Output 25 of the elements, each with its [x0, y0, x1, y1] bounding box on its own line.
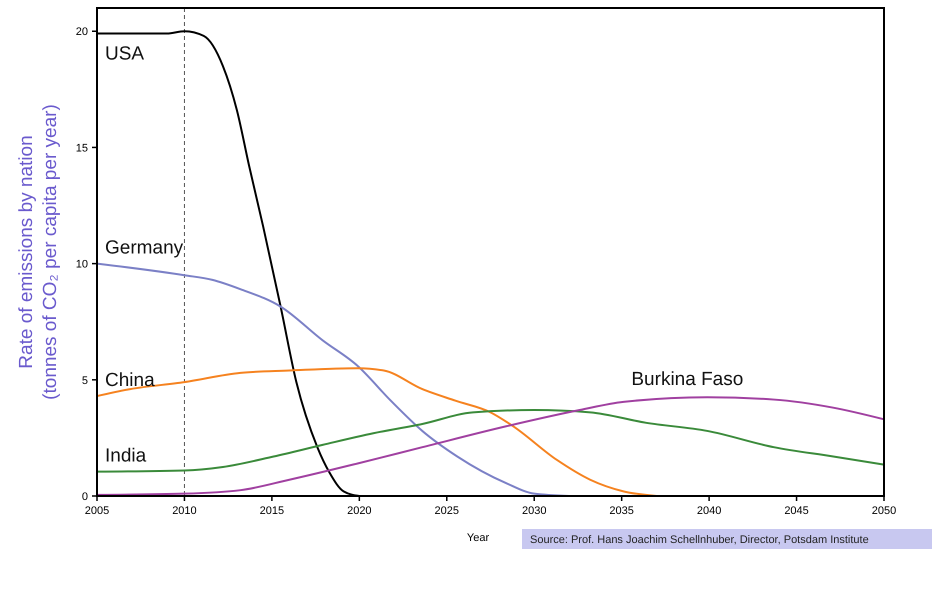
- x-tick-label: 2020: [347, 505, 372, 517]
- series-label: Burkina Faso: [631, 369, 744, 390]
- series-label: Germany: [105, 238, 184, 259]
- x-tick-label: 2040: [696, 505, 722, 517]
- x-tick-label: 2030: [522, 505, 546, 517]
- line-series: [96, 396, 885, 496]
- y-tick-label: 15: [76, 142, 88, 154]
- x-tick-label: 2025: [434, 505, 460, 517]
- x-tick-label: 2045: [784, 505, 809, 517]
- x-tick-label: 2035: [609, 505, 634, 517]
- x-tick-label: 2015: [260, 505, 284, 517]
- source-note: Source: Prof. Hans Joachim Schellnhuber, Director, Potsdam Institute: [530, 534, 869, 546]
- y-tick-label: 20: [76, 26, 88, 38]
- y-axis-title: Rate of emissions by nation (tonnes of CO₂ per capita per year): [16, 104, 61, 400]
- line-series: [96, 409, 885, 473]
- y-tick-label: 5: [82, 374, 88, 387]
- series-label: India: [105, 446, 147, 467]
- series-label: China: [105, 370, 156, 392]
- x-axis-title: Year: [466, 532, 490, 544]
- x-tick-label: 2005: [84, 505, 110, 517]
- y-tick-label: 10: [76, 258, 88, 271]
- y-tick-label: 0: [82, 491, 88, 503]
- x-tick-label: 2010: [172, 505, 197, 517]
- series-label: USA: [105, 44, 144, 65]
- x-tick-label: 2050: [872, 505, 896, 517]
